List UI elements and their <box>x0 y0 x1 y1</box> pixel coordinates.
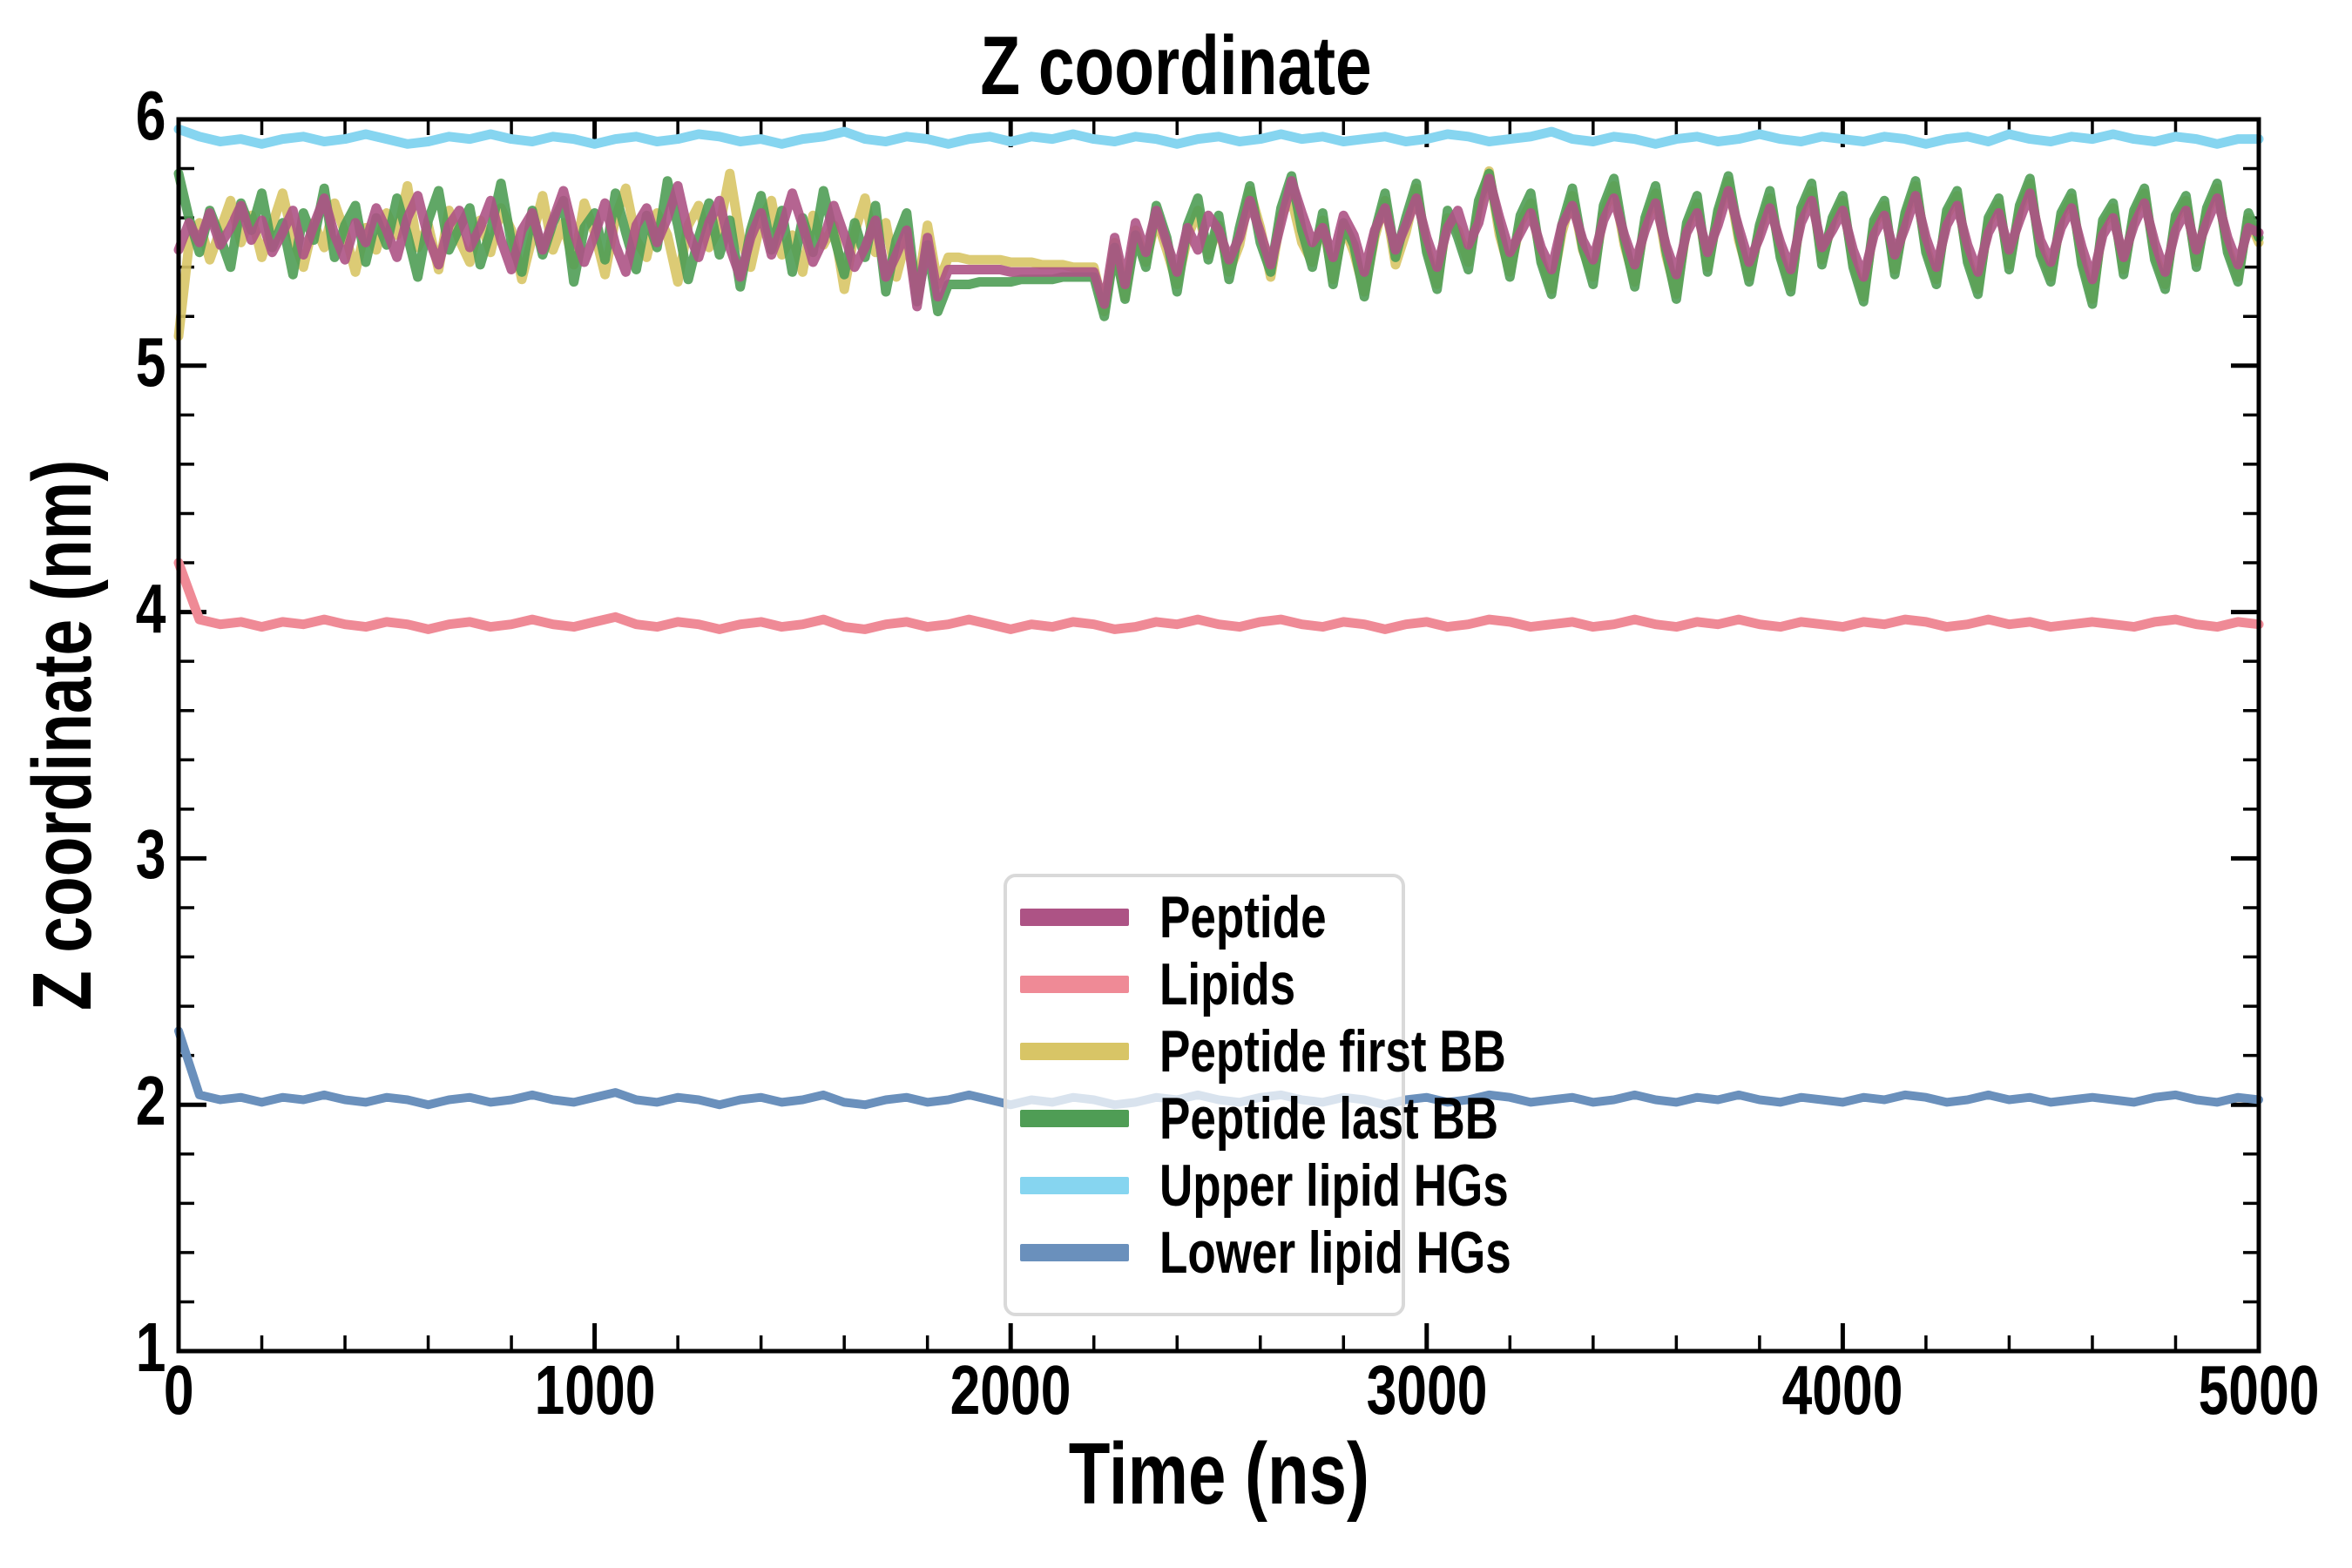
legend-swatch-upper-lipid-hgs <box>1020 1176 1129 1194</box>
x-tick-label-3000: 3000 <box>1366 1351 1488 1429</box>
x-axis-label: Time (ns) <box>348 1430 2090 1517</box>
x-tick-label-5000: 5000 <box>2198 1351 2320 1429</box>
axes-spines <box>176 117 2261 1354</box>
series-line-peptide-last-bb <box>173 168 2264 321</box>
series-line-lipids <box>173 558 2264 634</box>
legend-swatch-lipids <box>1020 975 1129 993</box>
y-axis-label-text: Z coordinate (nm) <box>16 459 109 1011</box>
y-axis-label: Z coordinate (nm) <box>16 382 109 1089</box>
y-tick-label-6: 6 <box>135 77 166 154</box>
x-axis-label-text: Time (ns) <box>1068 1425 1369 1523</box>
x-tick-label-1000: 1000 <box>534 1351 656 1429</box>
legend: Peptide Lipids Peptide first BB Peptide las… <box>1004 874 1511 1316</box>
y-tick-label-1: 1 <box>135 1308 166 1386</box>
x-tick-label-0: 0 <box>163 1351 194 1429</box>
x-tick-label-4000: 4000 <box>1781 1351 1903 1429</box>
legend-item-peptide: Peptide <box>1007 883 1402 950</box>
chart-title-text: Z coordinate <box>980 19 1372 112</box>
legend-item-lipids: Lipids <box>1007 950 1402 1017</box>
y-tick-label-2: 2 <box>135 1062 166 1140</box>
legend-label-upper-lipid-hgs: Upper lipid HGs <box>1159 1152 1509 1219</box>
legend-label-lower-lipid-hgs: Lower lipid HGs <box>1159 1219 1511 1286</box>
x-tick-label-2000: 2000 <box>950 1351 1071 1429</box>
y-tick-label-3: 3 <box>135 815 166 894</box>
legend-swatch-peptide-last-bb <box>1020 1109 1129 1127</box>
series-line-peptide <box>173 173 2264 312</box>
legend-label-peptide-last-bb: Peptide last BB <box>1159 1085 1499 1152</box>
legend-swatch-peptide-first-bb <box>1020 1042 1129 1060</box>
y-tick-label-5: 5 <box>135 322 166 401</box>
legend-item-peptide-last-bb: Peptide last BB <box>1007 1089 1498 1148</box>
legend-label-peptide: Peptide <box>1159 883 1327 950</box>
legend-label-lipids: Lipids <box>1159 950 1296 1017</box>
chart-title: Z coordinate <box>0 24 2352 108</box>
legend-item-lower-lipid-hgs: Lower lipid HGs <box>1007 1223 1511 1282</box>
legend-item-upper-lipid-hgs: Upper lipid HGs <box>1007 1156 1509 1215</box>
legend-swatch-peptide <box>1020 908 1129 926</box>
legend-label-peptide-first-bb: Peptide first BB <box>1159 1017 1506 1085</box>
series-line-upper-lipid-hgs <box>173 124 2264 149</box>
legend-item-peptide-first-bb: Peptide first BB <box>1007 1022 1506 1081</box>
y-tick-label-4: 4 <box>135 569 166 647</box>
legend-swatch-lower-lipid-hgs <box>1020 1243 1129 1261</box>
